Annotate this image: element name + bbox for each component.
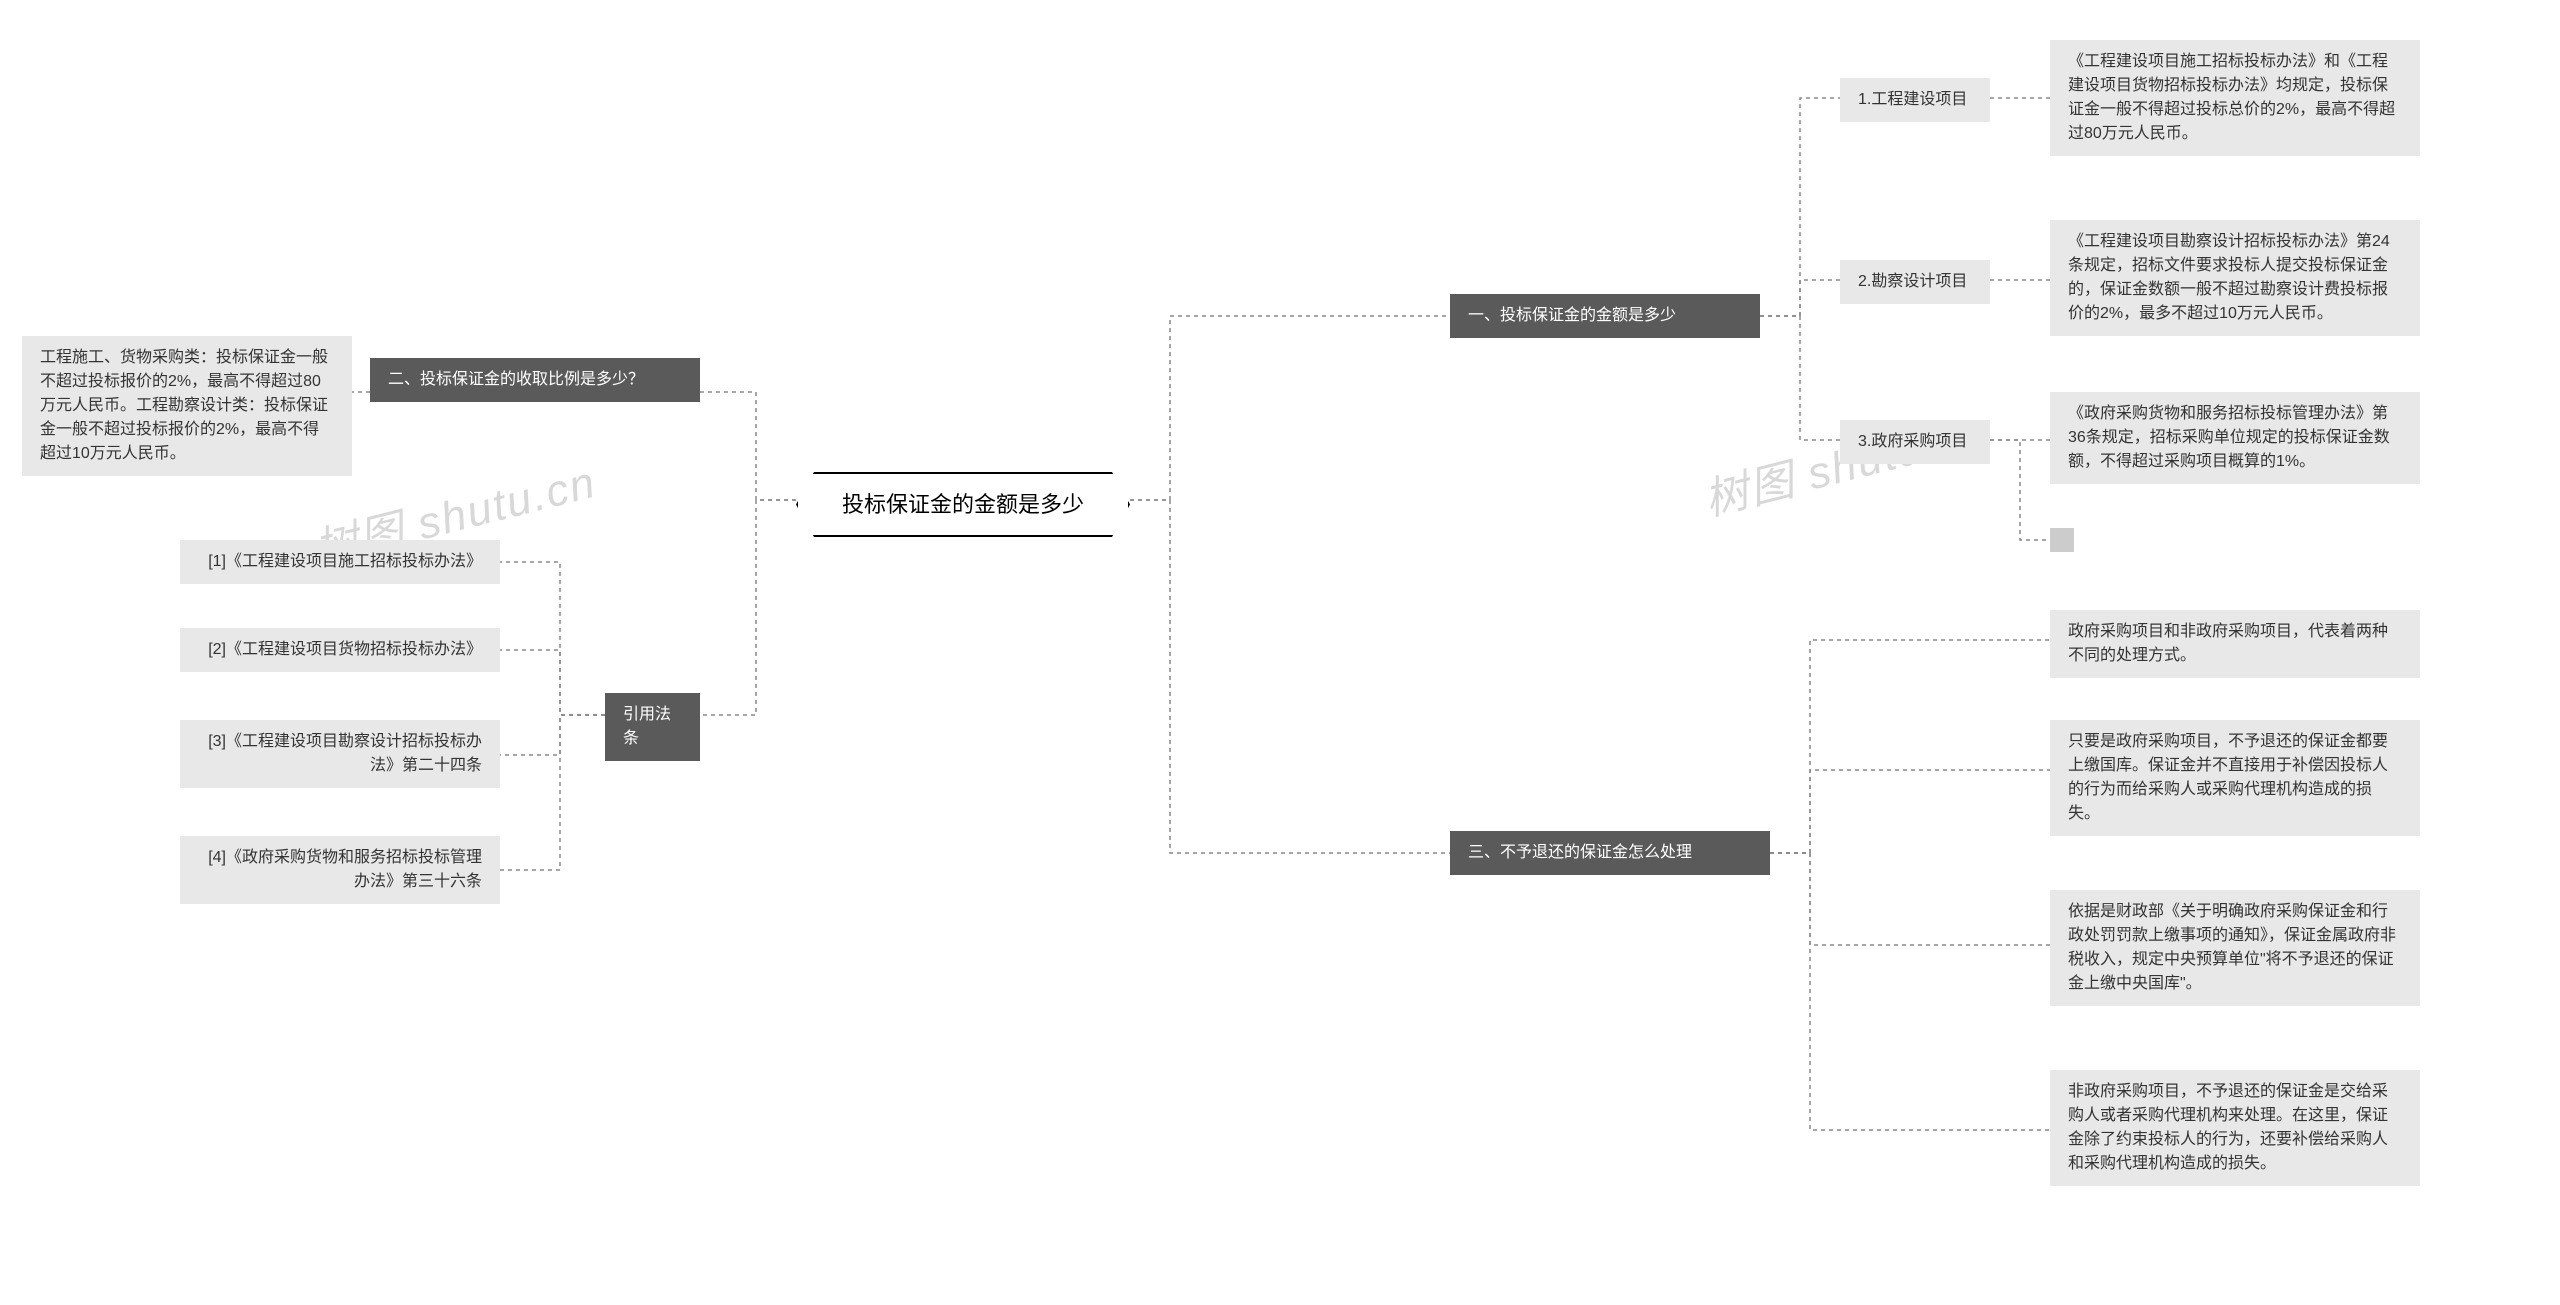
branch-2-detail: 工程施工、货物采购类：投标保证金一般不超过投标报价的2%，最高不得超过80万元人… bbox=[22, 336, 352, 476]
branch-4-item-3: [3]《工程建设项目勘察设计招标投标办法》第二十四条 bbox=[180, 720, 500, 788]
branch-1-child-2-detail: 《工程建设项目勘察设计招标投标办法》第24条规定，招标文件要求投标人提交投标保证… bbox=[2050, 220, 2420, 336]
root-node[interactable]: 投标保证金的金额是多少 bbox=[796, 472, 1130, 537]
empty-node bbox=[2050, 528, 2074, 552]
branch-4-item-4: [4]《政府采购货物和服务招标投标管理办法》第三十六条 bbox=[180, 836, 500, 904]
branch-1-child-2-label[interactable]: 2.勘察设计项目 bbox=[1840, 260, 1990, 304]
branch-1-child-1-label[interactable]: 1.工程建设项目 bbox=[1840, 78, 1990, 122]
branch-3-detail-4: 非政府采购项目，不予退还的保证金是交给采购人或者采购代理机构来处理。在这里，保证… bbox=[2050, 1070, 2420, 1186]
branch-3-detail-2: 只要是政府采购项目，不予退还的保证金都要上缴国库。保证金并不直接用于补偿因投标人… bbox=[2050, 720, 2420, 836]
branch-2-title[interactable]: 二、投标保证金的收取比例是多少？ bbox=[370, 358, 700, 402]
branch-4-item-1: [1]《工程建设项目施工招标投标办法》 bbox=[180, 540, 500, 584]
branch-3-detail-3: 依据是财政部《关于明确政府采购保证金和行政处罚罚款上缴事项的通知》，保证金属政府… bbox=[2050, 890, 2420, 1006]
branch-1-child-3-detail: 《政府采购货物和服务招标投标管理办法》第36条规定，招标采购单位规定的投标保证金… bbox=[2050, 392, 2420, 484]
branch-1-child-3-label[interactable]: 3.政府采购项目 bbox=[1840, 420, 1990, 464]
branch-1-child-1-detail: 《工程建设项目施工招标投标办法》和《工程建设项目货物招标投标办法》均规定，投标保… bbox=[2050, 40, 2420, 156]
branch-4-title[interactable]: 引用法条 bbox=[605, 693, 700, 761]
branch-3-title[interactable]: 三、不予退还的保证金怎么处理 bbox=[1450, 831, 1770, 875]
branch-1-title[interactable]: 一、投标保证金的金额是多少 bbox=[1450, 294, 1760, 338]
branch-4-item-2: [2]《工程建设项目货物招标投标办法》 bbox=[180, 628, 500, 672]
branch-3-detail-1: 政府采购项目和非政府采购项目，代表着两种不同的处理方式。 bbox=[2050, 610, 2420, 678]
